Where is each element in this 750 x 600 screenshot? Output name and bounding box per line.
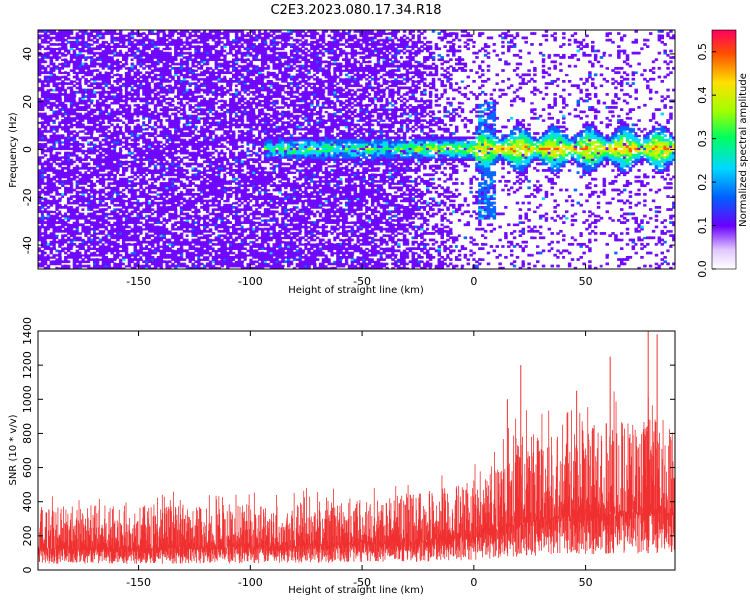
spectrogram-panel: -150 -100 -50 0 50 -40-2002040 Height of str… [8, 30, 676, 296]
figure-title: C2E3.2023.080.17.34.R18 [270, 3, 441, 18]
heatmap-cell [107, 206, 111, 209]
figure: C2E3.2023.080.17.34.R18 -150 -100 -50 0 50 -… [0, 0, 750, 600]
heatmap-cell [151, 37, 155, 40]
heatmap-cells [38, 30, 676, 270]
